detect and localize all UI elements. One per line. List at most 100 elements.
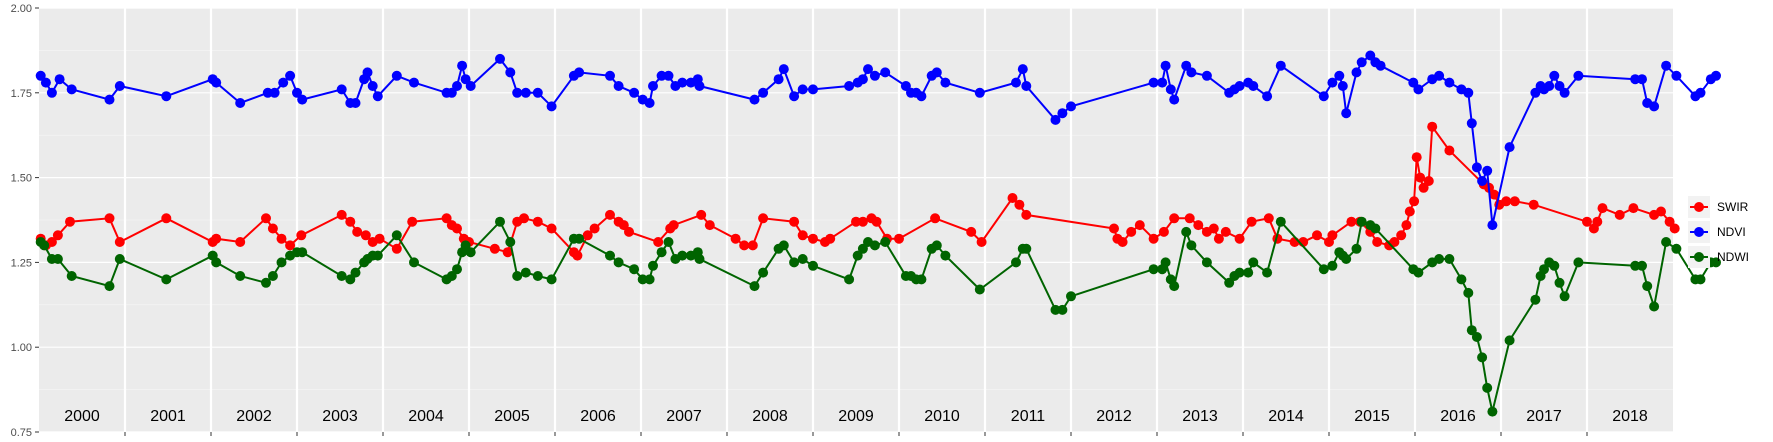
y-tick-label: 1.75 <box>11 88 32 100</box>
data-point <box>261 213 271 224</box>
data-point <box>1017 64 1028 75</box>
data-point <box>1370 223 1381 234</box>
data-point <box>605 70 615 81</box>
data-point <box>336 271 347 281</box>
data-point <box>1066 101 1076 112</box>
data-point <box>1021 209 1032 220</box>
data-point <box>1661 237 1672 247</box>
data-point <box>656 247 667 258</box>
data-point <box>1408 77 1419 88</box>
y-axis: 0.75 1.00 1.25 1.50 1.75 2.00 <box>11 3 39 439</box>
data-point <box>749 94 760 105</box>
data-point <box>1318 264 1329 275</box>
data-point <box>407 216 418 227</box>
data-point <box>161 213 172 224</box>
data-point <box>1487 406 1498 417</box>
data-point <box>278 77 289 88</box>
data-point <box>367 81 378 91</box>
data-point <box>1275 60 1286 71</box>
data-point <box>1456 274 1467 285</box>
data-point <box>1158 226 1169 237</box>
data-point <box>1434 70 1445 81</box>
data-point <box>1021 243 1032 254</box>
data-point <box>1482 382 1493 393</box>
data-point <box>285 240 296 251</box>
data-point <box>1463 287 1474 298</box>
data-point <box>52 230 63 241</box>
data-point <box>1649 101 1660 112</box>
data-point <box>637 274 648 285</box>
data-point <box>857 216 868 227</box>
data-point <box>1011 257 1021 268</box>
data-point <box>1327 230 1338 241</box>
data-point <box>1193 220 1204 231</box>
data-point <box>40 77 51 88</box>
data-point <box>350 267 361 278</box>
legend-key-point <box>1694 252 1704 262</box>
data-point <box>336 209 347 220</box>
data-point <box>391 243 402 254</box>
data-point <box>66 84 77 95</box>
data-point <box>605 209 615 220</box>
data-point <box>1582 216 1592 227</box>
data-point <box>1375 60 1386 71</box>
y-tick-label: 1.25 <box>11 257 32 269</box>
data-point <box>668 220 679 231</box>
data-point <box>1711 257 1721 268</box>
data-point <box>663 237 674 247</box>
data-point <box>1014 199 1025 210</box>
data-point <box>345 216 356 227</box>
data-point <box>1021 81 1032 91</box>
data-point <box>1477 352 1488 363</box>
data-point <box>1372 237 1383 247</box>
data-point <box>1246 216 1257 227</box>
data-point <box>372 91 383 102</box>
data-point <box>778 240 789 251</box>
data-point <box>261 277 271 288</box>
data-point <box>235 237 246 247</box>
data-point <box>1482 165 1493 176</box>
data-point <box>1234 233 1245 244</box>
data-point <box>1157 77 1168 88</box>
data-point <box>648 81 658 91</box>
data-point <box>1413 84 1424 95</box>
data-point <box>532 87 543 98</box>
data-point <box>446 271 457 281</box>
data-point <box>916 274 927 285</box>
year-label: 2001 <box>150 408 186 425</box>
data-point <box>589 223 600 234</box>
data-point <box>1554 277 1565 288</box>
data-point <box>656 70 667 81</box>
data-point <box>1528 199 1539 210</box>
data-point <box>1444 77 1455 88</box>
year-label: 2007 <box>666 408 702 425</box>
data-point <box>512 87 523 98</box>
data-point <box>1637 260 1647 271</box>
data-point <box>618 220 629 231</box>
data-point <box>778 64 789 75</box>
legend-label: NDVI <box>1717 225 1746 239</box>
data-point <box>352 226 363 237</box>
data-point <box>1471 332 1482 342</box>
data-point <box>1318 91 1329 102</box>
data-point <box>1669 223 1680 234</box>
data-point <box>465 81 476 91</box>
data-point <box>648 260 658 271</box>
data-point <box>1201 70 1212 81</box>
data-point <box>104 281 115 292</box>
data-point <box>758 267 769 278</box>
data-point <box>161 274 172 285</box>
y-tick-label: 2.00 <box>11 3 32 15</box>
data-point <box>749 281 760 292</box>
data-point <box>104 94 115 105</box>
data-point <box>1117 237 1128 247</box>
legend-key-point <box>1694 202 1704 212</box>
year-label: 2013 <box>1182 408 1218 425</box>
data-point <box>292 87 302 98</box>
data-point <box>1597 203 1608 214</box>
data-point <box>546 274 557 285</box>
data-point <box>1409 196 1420 207</box>
data-point <box>1466 118 1477 129</box>
data-point <box>1661 60 1672 71</box>
data-point <box>644 98 655 108</box>
